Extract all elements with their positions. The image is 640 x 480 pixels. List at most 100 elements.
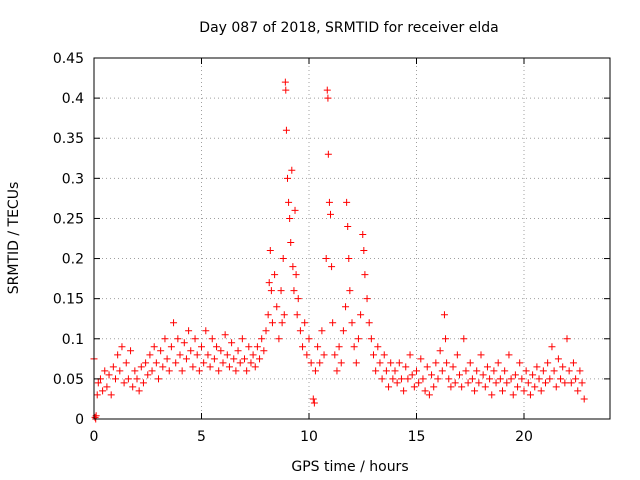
y-tick-label: 0.25 [53, 211, 84, 227]
data-point [410, 383, 418, 391]
data-point [245, 343, 253, 351]
data-point [385, 383, 393, 391]
data-point [428, 371, 436, 379]
data-point [174, 335, 182, 343]
data-point [466, 359, 474, 367]
data-point [327, 210, 334, 218]
data-point [135, 387, 143, 395]
data-point [447, 383, 455, 391]
data-point [331, 351, 339, 359]
data-point [563, 335, 571, 343]
data-point [329, 319, 337, 327]
data-point [531, 383, 539, 391]
data-point [279, 255, 287, 263]
data-point [124, 375, 132, 383]
data-point [344, 222, 352, 230]
data-point [129, 383, 137, 391]
data-point [287, 239, 295, 247]
data-point [303, 351, 311, 359]
data-point [314, 343, 322, 351]
data-point [343, 198, 351, 206]
data-point [367, 335, 375, 343]
data-point [260, 347, 268, 355]
data-point [307, 359, 315, 367]
data-point [294, 295, 302, 303]
data-point [516, 359, 524, 367]
data-point [438, 367, 446, 375]
data-point [361, 271, 369, 279]
data-point [268, 319, 276, 327]
data-point [477, 351, 485, 359]
data-point [451, 379, 459, 387]
data-point [544, 359, 552, 367]
data-point [415, 379, 423, 387]
y-tick-label: 0.45 [53, 51, 84, 67]
data-point [456, 371, 463, 379]
data-point [253, 343, 261, 351]
y-tick-label: 0.2 [62, 252, 84, 268]
data-point [289, 263, 297, 271]
data-point [291, 206, 299, 214]
data-point [400, 387, 408, 395]
data-point [580, 395, 588, 403]
data-point [391, 367, 399, 375]
data-point [404, 375, 412, 383]
data-point [93, 391, 101, 399]
data-point [559, 363, 567, 371]
data-point [578, 379, 586, 387]
data-point [172, 359, 180, 367]
data-point [251, 363, 259, 371]
data-point [486, 375, 494, 383]
data-point [395, 359, 403, 367]
data-point [112, 375, 119, 383]
data-point [325, 198, 333, 206]
x-tick-label: 15 [408, 429, 426, 445]
data-point [144, 371, 152, 379]
data-point [103, 383, 111, 391]
data-point [328, 263, 336, 271]
data-point [505, 351, 513, 359]
data-point [120, 379, 128, 387]
data-point [365, 319, 373, 327]
data-point [94, 379, 102, 387]
data-point [569, 359, 577, 367]
data-point [442, 335, 450, 343]
data-point [518, 375, 526, 383]
data-point [503, 379, 511, 387]
data-point [419, 375, 427, 383]
data-point [352, 359, 360, 367]
y-tick-label: 0.05 [53, 372, 84, 388]
y-tick-label: 0.1 [62, 332, 84, 348]
data-point [406, 351, 414, 359]
data-point [275, 335, 283, 343]
data-point [198, 343, 205, 351]
data-point [479, 371, 487, 379]
data-point [277, 287, 285, 295]
data-point [189, 363, 197, 371]
data-point [290, 287, 298, 295]
x-tick-label: 10 [300, 429, 318, 445]
data-point [225, 363, 233, 371]
data-point [241, 355, 248, 363]
data-point [496, 375, 504, 383]
data-point [210, 355, 218, 363]
data-point [565, 367, 573, 375]
data-point [204, 351, 212, 359]
data-point [462, 367, 470, 375]
data-point [473, 367, 481, 375]
data-point [436, 347, 444, 355]
data-point [131, 367, 139, 375]
data-point [163, 355, 171, 363]
data-point [282, 126, 290, 134]
data-point [550, 367, 558, 375]
data-point [280, 311, 288, 319]
data-point [133, 375, 141, 383]
data-point [238, 335, 246, 343]
data-point [574, 387, 582, 395]
data-point [191, 335, 199, 343]
data-point [453, 351, 461, 359]
x-tick-label: 20 [515, 429, 533, 445]
data-point [185, 327, 193, 335]
data-point [323, 86, 331, 94]
